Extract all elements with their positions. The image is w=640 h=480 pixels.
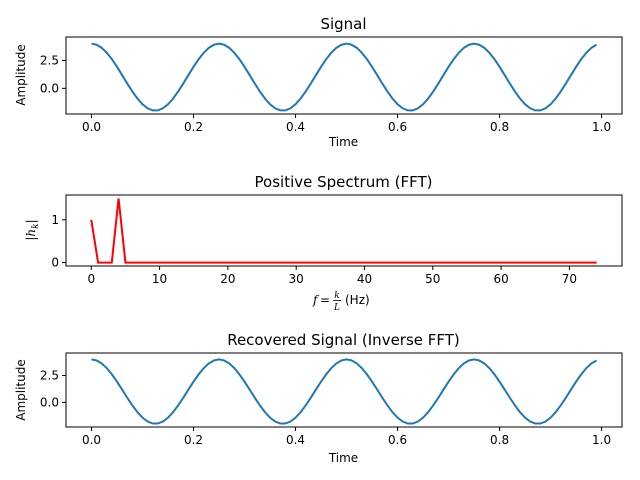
signal-x-tick-label: 0.4 [286, 120, 305, 134]
signal-x-tick-label: 0.8 [490, 120, 509, 134]
spectrum-x-tick-label: 70 [562, 272, 577, 286]
recovered-x-tick-label: 0.0 [82, 433, 101, 447]
recovered-ylabel: Amplitude [14, 359, 28, 421]
spectrum-x-tick-label: 50 [425, 272, 440, 286]
spectrum-x-tick-label: 30 [289, 272, 304, 286]
signal-x-tick-label: 0.2 [184, 120, 203, 134]
spectrum-x-tick-label: 60 [493, 272, 508, 286]
signal-xlabel: Time [328, 135, 358, 149]
spectrum-axes-frame [65, 194, 623, 267]
recovered-axes-frame [65, 352, 623, 428]
recovered-subplot: Recovered Signal (Inverse FFT) 0.0 0.2 0.4… [14, 331, 623, 465]
recovered-x-tick-label: 1.0 [592, 433, 611, 447]
spectrum-xlabel-equals: = [320, 293, 330, 307]
spectrum-ylabel-left-bar: | [24, 237, 38, 241]
spectrum-line [90, 198, 597, 264]
svg-text:|hk|: |hk| [24, 219, 41, 240]
spectrum-x-ticks: 0 10 20 30 40 50 60 70 [87, 266, 577, 286]
recovered-x-tick-label: 0.6 [388, 433, 407, 447]
signal-y-tick-label: 2.5 [40, 53, 59, 67]
recovered-x-tick-label: 0.8 [490, 433, 509, 447]
spectrum-ylabel-right-bar: | [24, 219, 38, 223]
recovered-x-ticks: 0.0 0.2 0.4 0.6 0.8 1.0 [82, 427, 611, 447]
spectrum-subplot: Positive Spectrum (FFT) 0 10 20 30 40 50 60 70 … [24, 173, 623, 313]
spectrum-title: Positive Spectrum (FFT) [255, 173, 433, 191]
recovered-line [91, 358, 598, 425]
spectrum-y-tick-label: 0 [51, 256, 59, 270]
spectrum-xlabel-unit: (Hz) [345, 293, 370, 307]
spectrum-xlabel-denominator: L [333, 303, 340, 313]
spectrum-xlabel-prefix: f [312, 293, 320, 307]
signal-axes-frame [65, 36, 623, 115]
recovered-xlabel: Time [328, 451, 358, 465]
signal-x-tick-label: 0.0 [82, 120, 101, 134]
spectrum-y-ticks: 01 [51, 213, 66, 270]
signal-line [91, 42, 598, 112]
recovered-y-tick-label: 0.0 [40, 395, 59, 409]
spectrum-xlabel-numerator: k [334, 291, 339, 301]
spectrum-x-tick-label: 40 [357, 272, 372, 286]
recovered-y-tick-label: 2.5 [40, 369, 59, 383]
spectrum-ylabel: |hk| [24, 219, 41, 240]
spectrum-x-tick-label: 10 [152, 272, 167, 286]
signal-title: Signal [320, 15, 366, 33]
recovered-y-ticks: 0.0 2.5 [40, 369, 66, 409]
signal-y-tick-label: 0.0 [40, 81, 59, 95]
signal-ylabel: Amplitude [14, 44, 28, 106]
spectrum-x-tick-label: 0 [87, 272, 95, 286]
recovered-title: Recovered Signal (Inverse FFT) [227, 331, 460, 349]
spectrum-y-tick-label: 1 [51, 213, 59, 227]
recovered-x-tick-label: 0.2 [184, 433, 203, 447]
signal-subplot: Signal 0.0 0.2 0.4 0.6 0.8 1.0 0.0 2.5 Time Am… [14, 15, 623, 149]
signal-x-ticks: 0.0 0.2 0.4 0.6 0.8 1.0 [82, 114, 611, 134]
signal-x-tick-label: 1.0 [592, 120, 611, 134]
spectrum-x-tick-label: 20 [220, 272, 235, 286]
spectrum-ylabel-h: h [24, 229, 38, 237]
spectrum-xlabel: f = k L (Hz) [312, 291, 370, 313]
signal-x-tick-label: 0.6 [388, 120, 407, 134]
signal-y-ticks: 0.0 2.5 [40, 53, 66, 95]
recovered-x-tick-label: 0.4 [286, 433, 305, 447]
spectrum-ylabel-sub-k: k [31, 223, 41, 228]
